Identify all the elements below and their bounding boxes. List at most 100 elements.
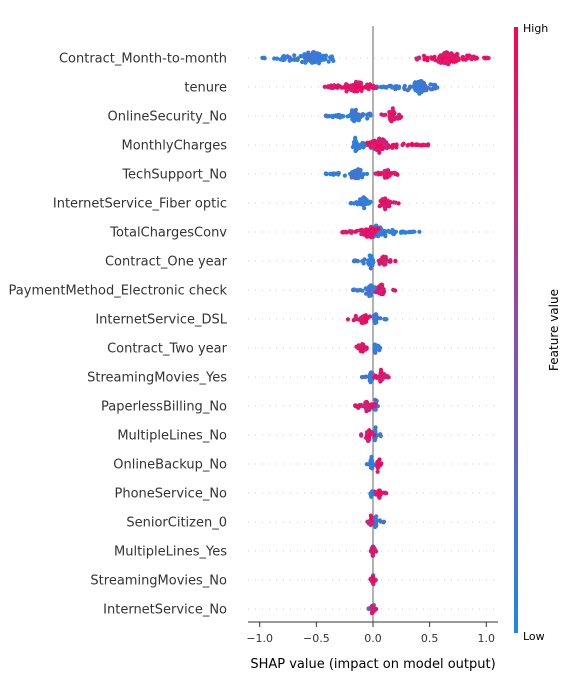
data-point — [353, 229, 358, 234]
data-point — [370, 553, 375, 558]
data-point — [323, 54, 328, 59]
data-point — [353, 135, 358, 140]
data-point — [386, 375, 391, 380]
data-point — [319, 58, 324, 63]
data-point — [451, 53, 456, 58]
data-point — [360, 288, 365, 293]
data-point — [353, 403, 358, 408]
data-point — [326, 114, 331, 119]
data-point — [393, 200, 398, 205]
data-point — [331, 172, 336, 177]
data-point — [413, 80, 418, 85]
data-point — [465, 53, 470, 58]
feature-label: TotalChargesConv — [109, 226, 227, 241]
data-point — [394, 145, 399, 150]
data-point — [353, 313, 358, 319]
data-point — [335, 171, 340, 176]
data-point — [421, 53, 427, 58]
feature-label: MultipleLines_No — [117, 429, 227, 444]
data-point — [391, 287, 396, 292]
data-point — [375, 143, 380, 149]
data-point — [348, 201, 353, 206]
data-point — [406, 142, 411, 147]
data-point — [341, 114, 346, 119]
data-point — [363, 84, 368, 90]
data-point — [324, 172, 329, 177]
data-point — [365, 116, 370, 121]
data-point — [364, 374, 369, 379]
data-point — [383, 259, 388, 265]
feature-label: InternetService_Fiber optic — [53, 197, 227, 212]
data-point — [417, 229, 422, 234]
colorbar-low-label: Low — [523, 630, 545, 643]
data-point — [391, 142, 396, 147]
data-point — [379, 202, 384, 207]
data-point — [326, 59, 331, 64]
data-point — [368, 492, 373, 497]
data-point — [381, 289, 387, 294]
data-point — [356, 170, 361, 175]
feature-label: InternetService_DSL — [95, 313, 227, 328]
data-point — [441, 52, 446, 58]
data-point — [383, 207, 388, 212]
data-point — [299, 54, 304, 59]
data-point — [375, 460, 380, 465]
data-point — [361, 172, 366, 177]
feature-label: PaperlessBilling_No — [101, 400, 227, 415]
data-point — [368, 199, 373, 204]
data-point — [419, 143, 424, 148]
feature-label: OnlineBackup_No — [113, 458, 227, 473]
data-point — [345, 317, 351, 322]
data-point — [357, 84, 362, 89]
data-point — [357, 404, 363, 409]
feature-label: PaymentMethod_Electronic check — [9, 284, 228, 299]
data-point — [367, 291, 372, 296]
data-point — [432, 54, 437, 60]
data-point — [370, 144, 375, 149]
data-point — [360, 112, 365, 117]
data-point — [369, 611, 375, 616]
data-point — [369, 461, 374, 466]
data-point — [386, 168, 391, 173]
data-point — [379, 144, 384, 149]
data-point — [412, 83, 417, 88]
data-point — [383, 85, 388, 90]
data-point — [368, 230, 373, 235]
data-point — [370, 284, 375, 289]
data-point — [374, 147, 379, 152]
feature-label: Contract_One year — [105, 255, 228, 270]
data-point — [334, 114, 339, 119]
data-point — [347, 229, 352, 234]
data-point — [313, 52, 318, 57]
data-point — [375, 469, 380, 474]
data-point — [377, 258, 383, 263]
data-point — [375, 465, 381, 470]
feature-label: TechSupport_No — [121, 168, 227, 183]
data-point — [344, 230, 349, 235]
data-point — [355, 288, 360, 293]
data-point — [377, 457, 382, 462]
feature-label: OnlineSecurity_No — [108, 110, 228, 125]
data-point — [377, 348, 382, 353]
data-point — [353, 176, 358, 181]
data-point — [366, 438, 371, 444]
data-point — [416, 86, 421, 91]
data-point — [386, 173, 391, 178]
data-point — [377, 488, 382, 493]
data-point — [421, 81, 426, 86]
data-point — [352, 201, 357, 206]
data-point — [354, 344, 359, 349]
data-point — [366, 433, 371, 438]
data-point — [446, 62, 451, 67]
data-point — [378, 232, 383, 237]
data-point — [358, 346, 363, 351]
data-point — [363, 406, 368, 411]
data-point — [355, 202, 360, 207]
x-ticks: −1.0 −0.5 0.0 0.5 1.0 — [246, 622, 495, 645]
data-point — [383, 196, 388, 201]
data-point — [407, 86, 412, 91]
data-point — [379, 370, 384, 375]
data-point — [371, 582, 376, 587]
data-point — [379, 171, 384, 176]
